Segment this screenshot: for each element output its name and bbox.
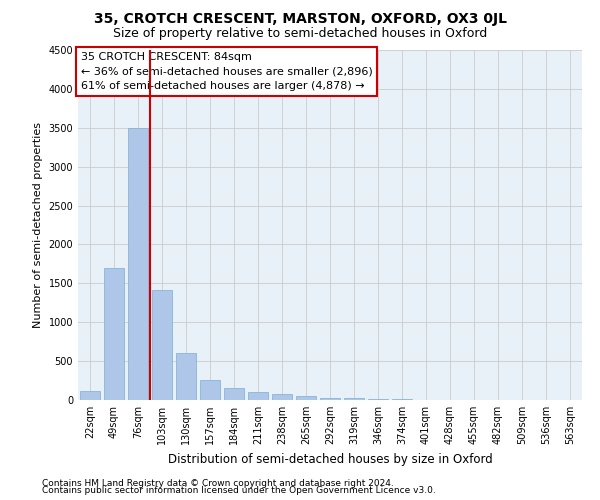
Bar — [272, 394, 292, 400]
Y-axis label: Number of semi-detached properties: Number of semi-detached properties — [33, 122, 43, 328]
Bar — [80, 390, 100, 400]
Text: Contains public sector information licensed under the Open Government Licence v3: Contains public sector information licen… — [42, 486, 436, 495]
Bar — [104, 268, 124, 400]
Bar — [176, 352, 196, 400]
Bar — [152, 290, 172, 400]
Bar — [368, 399, 388, 400]
Bar — [248, 392, 268, 400]
Text: 35, CROTCH CRESCENT, MARSTON, OXFORD, OX3 0JL: 35, CROTCH CRESCENT, MARSTON, OXFORD, OX… — [94, 12, 506, 26]
Text: Contains HM Land Registry data © Crown copyright and database right 2024.: Contains HM Land Registry data © Crown c… — [42, 478, 394, 488]
Bar — [128, 128, 148, 400]
Bar — [296, 396, 316, 400]
Bar — [344, 398, 364, 400]
X-axis label: Distribution of semi-detached houses by size in Oxford: Distribution of semi-detached houses by … — [167, 452, 493, 466]
Bar — [224, 388, 244, 400]
Text: Size of property relative to semi-detached houses in Oxford: Size of property relative to semi-detach… — [113, 28, 487, 40]
Text: 35 CROTCH CRESCENT: 84sqm
← 36% of semi-detached houses are smaller (2,896)
61% : 35 CROTCH CRESCENT: 84sqm ← 36% of semi-… — [80, 52, 372, 92]
Bar — [200, 380, 220, 400]
Bar — [320, 398, 340, 400]
